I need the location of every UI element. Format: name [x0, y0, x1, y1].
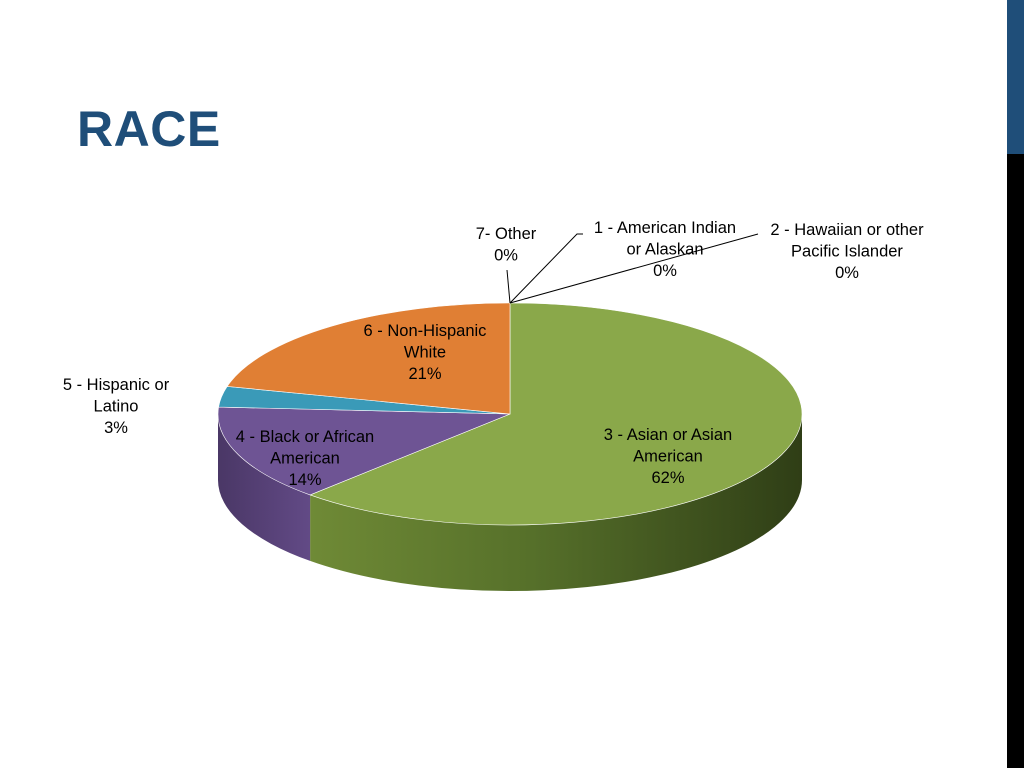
data-label-line: 21% — [408, 365, 441, 383]
data-label-line: 62% — [651, 469, 684, 487]
data-label-line: 3 - Asian or Asian — [604, 426, 732, 444]
data-label-line: 5 - Hispanic or — [63, 376, 170, 394]
data-label-line: 6 - Non-Hispanic — [364, 322, 487, 340]
data-label-2-hawaiian-or-other-pacific-islander: 2 - Hawaiian or other Pacific Islander 0% — [770, 221, 924, 282]
race-pie-chart: 1 - American Indian or Alaskan 0%2 - Hawai… — [63, 219, 924, 591]
data-label-line: Pacific Islander — [791, 243, 903, 261]
pie-wall-4-black-or-african-american — [218, 414, 311, 561]
data-label-line: 3% — [104, 419, 128, 437]
data-label-1-american-indian-or-alaskan: 1 - American Indian or Alaskan 0% — [594, 219, 736, 280]
pie-slice-6-non-hispanic-white — [226, 302, 511, 415]
data-label-line: 7- Other — [476, 225, 537, 243]
data-label-line: 0% — [835, 264, 859, 282]
pie-slice-4-black-or-african-american — [217, 406, 511, 496]
data-label-line: or Alaskan — [626, 241, 703, 259]
page-title: RACE — [77, 101, 221, 157]
pie-wall-3-asian-or-asian-american — [310, 414, 802, 591]
leader-line-other — [506, 269, 511, 304]
data-label-6-non-hispanic-white: 6 - Non-Hispanic White 21% — [364, 322, 487, 383]
data-label-3-asian-or-asian-american: 3 - Asian or Asian American 62% — [604, 426, 732, 487]
data-label-line: White — [404, 344, 446, 362]
leader-line-american-indian — [509, 233, 583, 304]
data-label-4-black-or-african-american: 4 - Black or African American 14% — [236, 428, 374, 489]
leader-line-hawaiian — [509, 233, 759, 304]
data-label-line: 2 - Hawaiian or other — [770, 221, 924, 239]
data-label-line: 0% — [494, 247, 518, 265]
data-label-5-hispanic-or-latino: 5 - Hispanic or Latino 3% — [63, 376, 170, 437]
data-label-line: 1 - American Indian — [594, 219, 736, 237]
data-label-7-other: 7- Other 0% — [476, 225, 537, 265]
pie-slice-3-asian-or-asian-american — [309, 302, 803, 526]
data-label-line: 0% — [653, 262, 677, 280]
data-label-line: American — [270, 450, 340, 468]
data-label-line: Latino — [94, 398, 139, 416]
data-label-line: 4 - Black or African — [236, 428, 374, 446]
sidebar-accent-top — [1007, 0, 1024, 154]
data-label-line: 14% — [288, 471, 321, 489]
sidebar-accent-bottom — [1007, 154, 1024, 768]
data-label-line: American — [633, 448, 703, 466]
